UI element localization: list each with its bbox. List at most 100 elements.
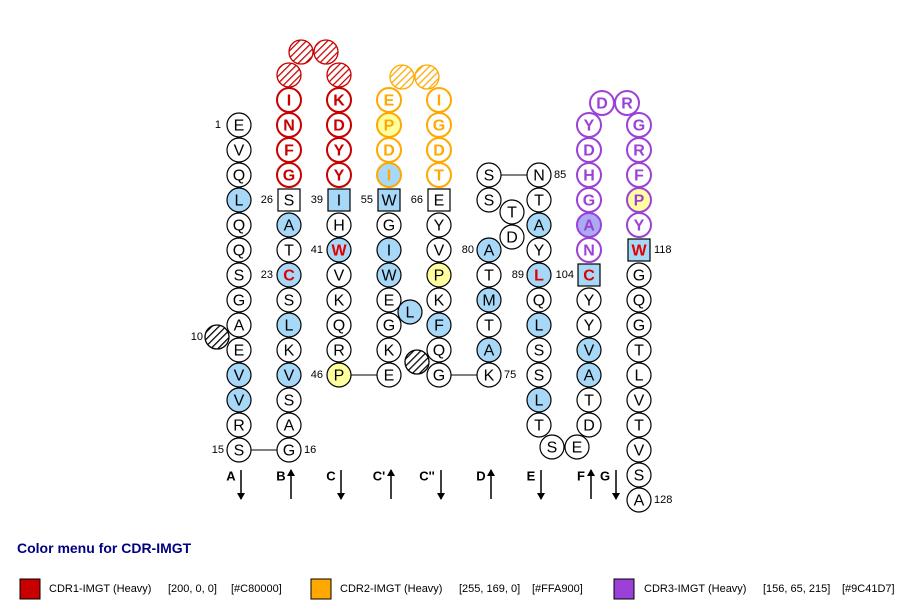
- residue-circle: [276, 212, 302, 238]
- residue-circle: [576, 287, 602, 313]
- residue: A: [583, 218, 595, 235]
- residue-circle: [626, 462, 652, 488]
- residue: V: [434, 243, 445, 260]
- position-label: 89: [512, 269, 524, 281]
- residue: K: [434, 293, 445, 310]
- residue-circle: [326, 262, 352, 288]
- residue: T: [284, 243, 294, 260]
- residue: L: [535, 393, 544, 410]
- gap: [288, 39, 314, 65]
- residue-circle: [426, 262, 452, 288]
- residue-circle: [226, 137, 252, 163]
- residue-circle: [276, 412, 302, 438]
- position-label: 46: [311, 369, 323, 381]
- residue-circle: [326, 237, 352, 263]
- residue-circle: [226, 412, 252, 438]
- residue-circle: [576, 312, 602, 338]
- residue-circle: [626, 362, 652, 388]
- residue: D: [596, 96, 608, 113]
- residue-circle: [426, 162, 452, 188]
- residue: S: [534, 368, 545, 385]
- residue: Q: [433, 343, 445, 360]
- residue-circle: [326, 162, 352, 188]
- residue: W: [381, 193, 397, 210]
- residue-circle: [476, 337, 502, 363]
- position-label: 80: [462, 244, 474, 256]
- residue: T: [634, 418, 644, 435]
- arrow-head: [537, 493, 545, 500]
- residue-circle: [376, 337, 402, 363]
- residue: C: [283, 268, 295, 285]
- residue-circle: [626, 487, 652, 513]
- residue-circle: [626, 212, 652, 238]
- residue-circle: [276, 362, 302, 388]
- residue-circle: [526, 237, 552, 263]
- position-label: 66: [411, 194, 423, 206]
- residue-circle: [426, 237, 452, 263]
- residue: G: [633, 268, 645, 285]
- residue-circle: [526, 412, 552, 438]
- strand-label: C: [326, 469, 336, 484]
- residue: K: [284, 343, 295, 360]
- residue-circle: [326, 287, 352, 313]
- residue: G: [283, 443, 295, 460]
- residue-circle: [476, 287, 502, 313]
- residue-circle: [526, 287, 552, 313]
- residue: Q: [233, 218, 245, 235]
- legend-name: CDR1-IMGT (Heavy): [49, 583, 151, 595]
- residue: F: [284, 143, 294, 160]
- residue: R: [621, 96, 633, 113]
- strand-label: A: [226, 469, 236, 484]
- residue: Y: [584, 118, 595, 135]
- position-label: 41: [311, 244, 323, 256]
- residue: D: [506, 230, 518, 247]
- residue: T: [534, 193, 544, 210]
- residue-circle: [226, 337, 252, 363]
- residue: S: [284, 293, 295, 310]
- residue: E: [384, 293, 395, 310]
- residue-circle: [476, 162, 502, 188]
- residue-circle: [276, 437, 302, 463]
- arrow-head: [587, 469, 595, 476]
- residue: E: [572, 440, 583, 457]
- residue: T: [434, 168, 444, 185]
- residue: G: [383, 318, 395, 335]
- residue-circle: [326, 337, 352, 363]
- residue-circle: [276, 237, 302, 263]
- residue-circle: [526, 262, 552, 288]
- residue-circle: [226, 287, 252, 313]
- residue: R: [233, 418, 245, 435]
- residue-circle: [276, 87, 302, 113]
- residue: A: [484, 243, 495, 260]
- residue-circle: [226, 262, 252, 288]
- residue-circle: [476, 262, 502, 288]
- residue-circle: [276, 312, 302, 338]
- legend-rgb: [156, 65, 215]: [763, 583, 830, 595]
- strands: A B C C' C'' D E F G: [226, 469, 620, 500]
- residue-circle: [576, 387, 602, 413]
- residue-circle: [576, 362, 602, 388]
- residue: L: [535, 318, 544, 335]
- residue: V: [634, 443, 645, 460]
- residue-circle: [226, 387, 252, 413]
- residue-circle: [426, 337, 452, 363]
- residue: W: [331, 243, 347, 260]
- residue: L: [406, 305, 415, 322]
- residue-circle: [526, 162, 552, 188]
- legend-swatch: [19, 578, 41, 600]
- residue: L: [635, 368, 644, 385]
- residue-circle: [476, 312, 502, 338]
- residue: V: [234, 368, 245, 385]
- residue: D: [333, 118, 345, 135]
- residue: P: [434, 268, 445, 285]
- residue: N: [533, 168, 545, 185]
- residue-circle: [526, 312, 552, 338]
- residue-circle: [376, 87, 402, 113]
- residue: L: [285, 318, 294, 335]
- position-label: 85: [554, 169, 566, 181]
- residue-circle: [376, 287, 402, 313]
- residue: V: [334, 268, 345, 285]
- position-label: 55: [361, 194, 373, 206]
